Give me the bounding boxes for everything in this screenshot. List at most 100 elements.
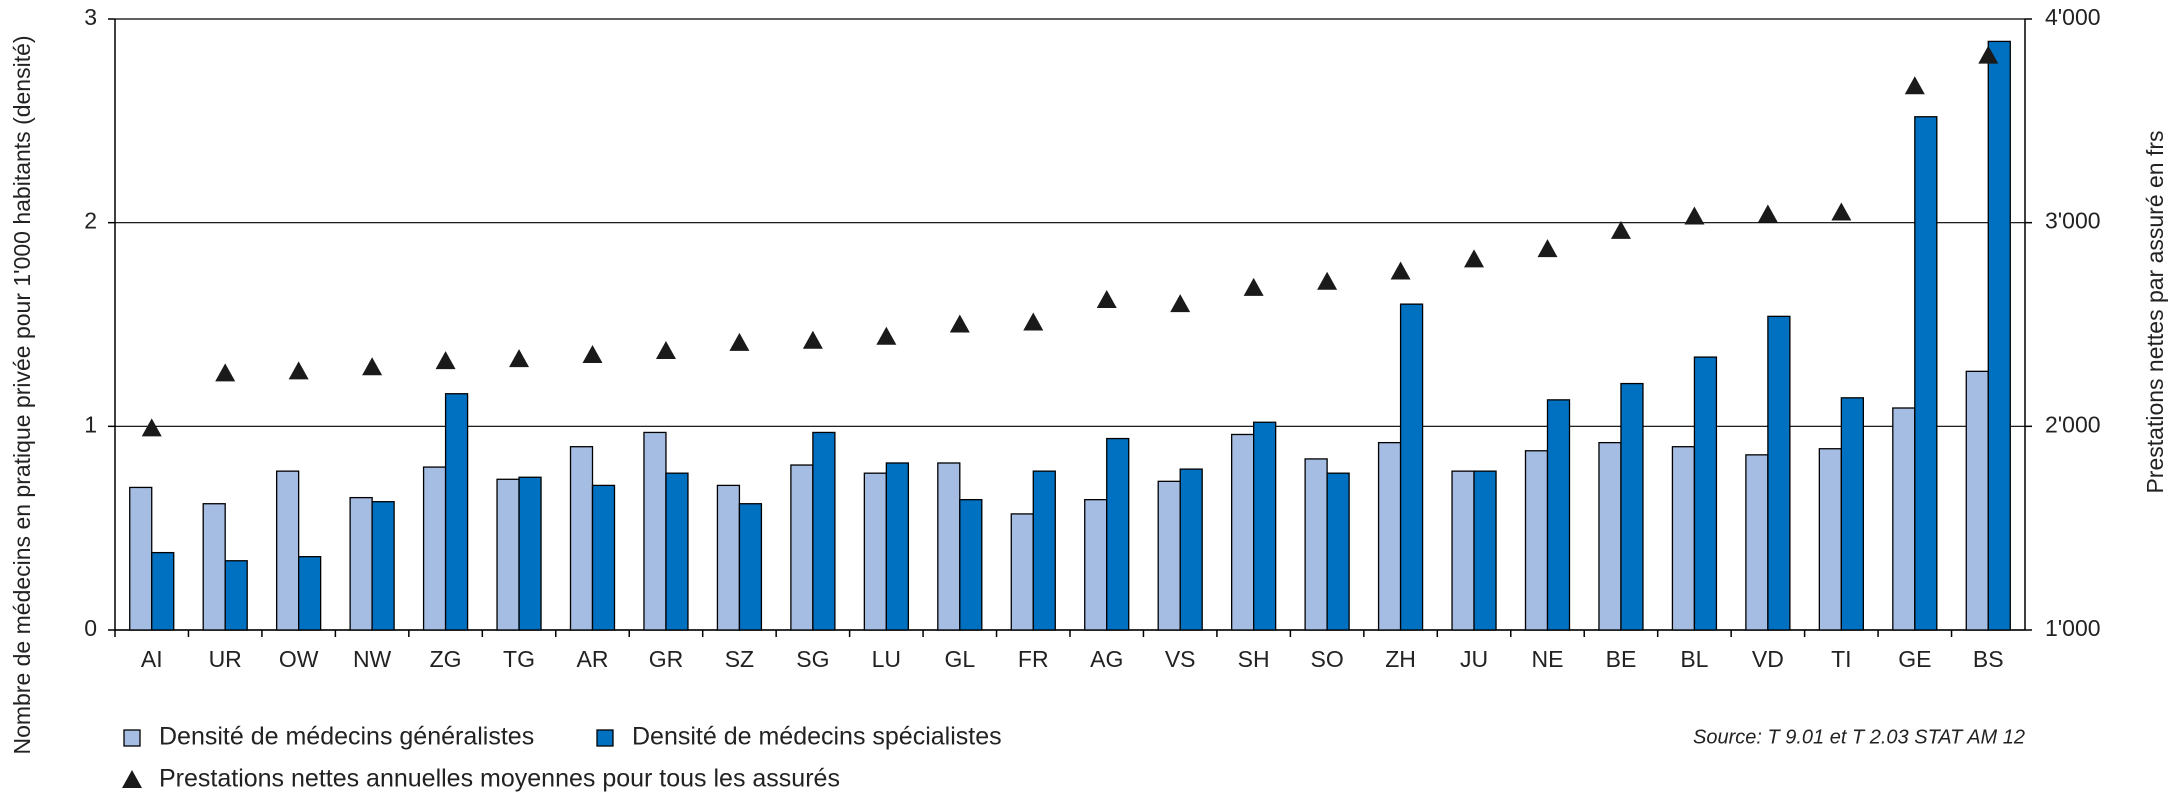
x-tick-label: VD <box>1752 646 1784 672</box>
bar <box>885 462 909 631</box>
bar <box>1473 470 1497 631</box>
x-tick-label: AR <box>577 646 609 672</box>
triangle-marker <box>1096 290 1117 309</box>
y2-tick-label: 3'000 <box>2045 208 2101 234</box>
bar <box>591 484 616 631</box>
x-tick-label: JU <box>1460 646 1488 672</box>
x-tick-label: BS <box>1973 646 2004 672</box>
triangle-marker <box>729 332 750 351</box>
bar <box>1399 303 1424 631</box>
triangle-marker <box>1170 294 1191 313</box>
bar <box>1546 399 1571 631</box>
bar <box>202 503 226 631</box>
bar <box>812 431 836 631</box>
bar <box>716 484 741 631</box>
bar <box>1987 40 2011 631</box>
triangle-marker <box>362 357 383 376</box>
y-axis-title: Nombre de médecins en pratique privée po… <box>9 35 35 754</box>
x-tick-label: BL <box>1680 646 1708 672</box>
y-tick-label: 0 <box>84 615 97 641</box>
triangle-marker <box>1243 277 1264 296</box>
triangle-marker <box>1023 312 1044 331</box>
x-tick-label: TI <box>1831 646 1851 672</box>
bar <box>496 478 520 631</box>
bar <box>1524 450 1549 631</box>
x-tick-label: GE <box>1898 646 1931 672</box>
bar <box>1326 472 1350 631</box>
x-tick-label: SO <box>1310 646 1343 672</box>
bar <box>1840 397 1864 631</box>
bar <box>1231 433 1255 631</box>
bar <box>151 551 175 631</box>
triangle-marker <box>876 326 897 345</box>
triangle-marker <box>1464 249 1485 268</box>
triangle-marker <box>949 314 970 333</box>
triangle-marker <box>435 351 456 370</box>
triangle-marker <box>1757 204 1778 223</box>
bar <box>371 501 395 631</box>
legend-swatch <box>123 729 141 747</box>
bar <box>1253 421 1277 631</box>
legend-label: Densité de médecins généralistes <box>159 723 534 751</box>
triangle-marker <box>1390 261 1411 280</box>
bar <box>1767 315 1791 631</box>
x-tick-label: ZH <box>1385 646 1416 672</box>
bar <box>1451 470 1475 631</box>
triangle-marker <box>1684 206 1705 225</box>
triangle-marker <box>1831 202 1852 221</box>
bar <box>569 446 594 631</box>
bar <box>665 472 689 631</box>
legend-label: Prestations nettes annuelles moyennes po… <box>159 765 840 793</box>
triangle-marker <box>1904 76 1925 95</box>
x-tick-label: SZ <box>725 646 754 672</box>
triangle-marker <box>1317 271 1338 290</box>
bar <box>1914 116 1938 631</box>
y2-tick-label: 1'000 <box>2045 615 2101 641</box>
triangle-marker <box>141 418 162 437</box>
y2-tick-label: 2'000 <box>2045 411 2101 437</box>
bar <box>276 470 300 631</box>
y-tick-label: 2 <box>84 208 97 234</box>
bar <box>1671 446 1696 631</box>
bar <box>1010 513 1034 631</box>
triangle-marker <box>802 330 823 349</box>
x-tick-label: NE <box>1532 646 1564 672</box>
triangle-marker <box>1610 220 1631 239</box>
bar <box>959 499 983 631</box>
x-tick-label: LU <box>872 646 901 672</box>
bar <box>790 464 814 631</box>
bar <box>224 560 248 631</box>
bar <box>1892 407 1916 631</box>
bar <box>1693 356 1718 631</box>
bar <box>1818 448 1842 631</box>
bar <box>1106 437 1130 631</box>
x-tick-label: FR <box>1018 646 1049 672</box>
bar <box>349 496 373 631</box>
source: Source: T 9.01 et T 2.03 STAT AM 12 <box>1693 726 2025 748</box>
x-tick-label: AG <box>1090 646 1123 672</box>
x-tick-label: UR <box>209 646 242 672</box>
legend-swatch <box>122 770 142 788</box>
bar <box>129 486 153 631</box>
bar <box>937 462 961 631</box>
bar <box>1179 468 1203 631</box>
x-tick-label: OW <box>279 646 319 672</box>
bar <box>1032 470 1056 631</box>
y2-tick-label: 4'000 <box>2045 4 2101 30</box>
bar <box>863 472 887 631</box>
x-tick-label: VS <box>1165 646 1196 672</box>
y2-axis-title: Prestations nettes par assuré en frs <box>2142 130 2168 493</box>
x-tick-label: GR <box>649 646 684 672</box>
triangle-marker <box>1537 239 1558 258</box>
bar <box>738 503 763 631</box>
bar <box>422 466 447 631</box>
bar <box>1157 480 1181 631</box>
x-tick-label: ZG <box>430 646 462 672</box>
bar <box>1304 458 1328 631</box>
bar <box>1598 441 1622 631</box>
triangle-marker <box>582 345 603 364</box>
y-tick-label: 3 <box>84 4 97 30</box>
x-tick-label: GL <box>944 646 975 672</box>
bar <box>643 431 667 631</box>
triangle-marker <box>509 349 530 368</box>
